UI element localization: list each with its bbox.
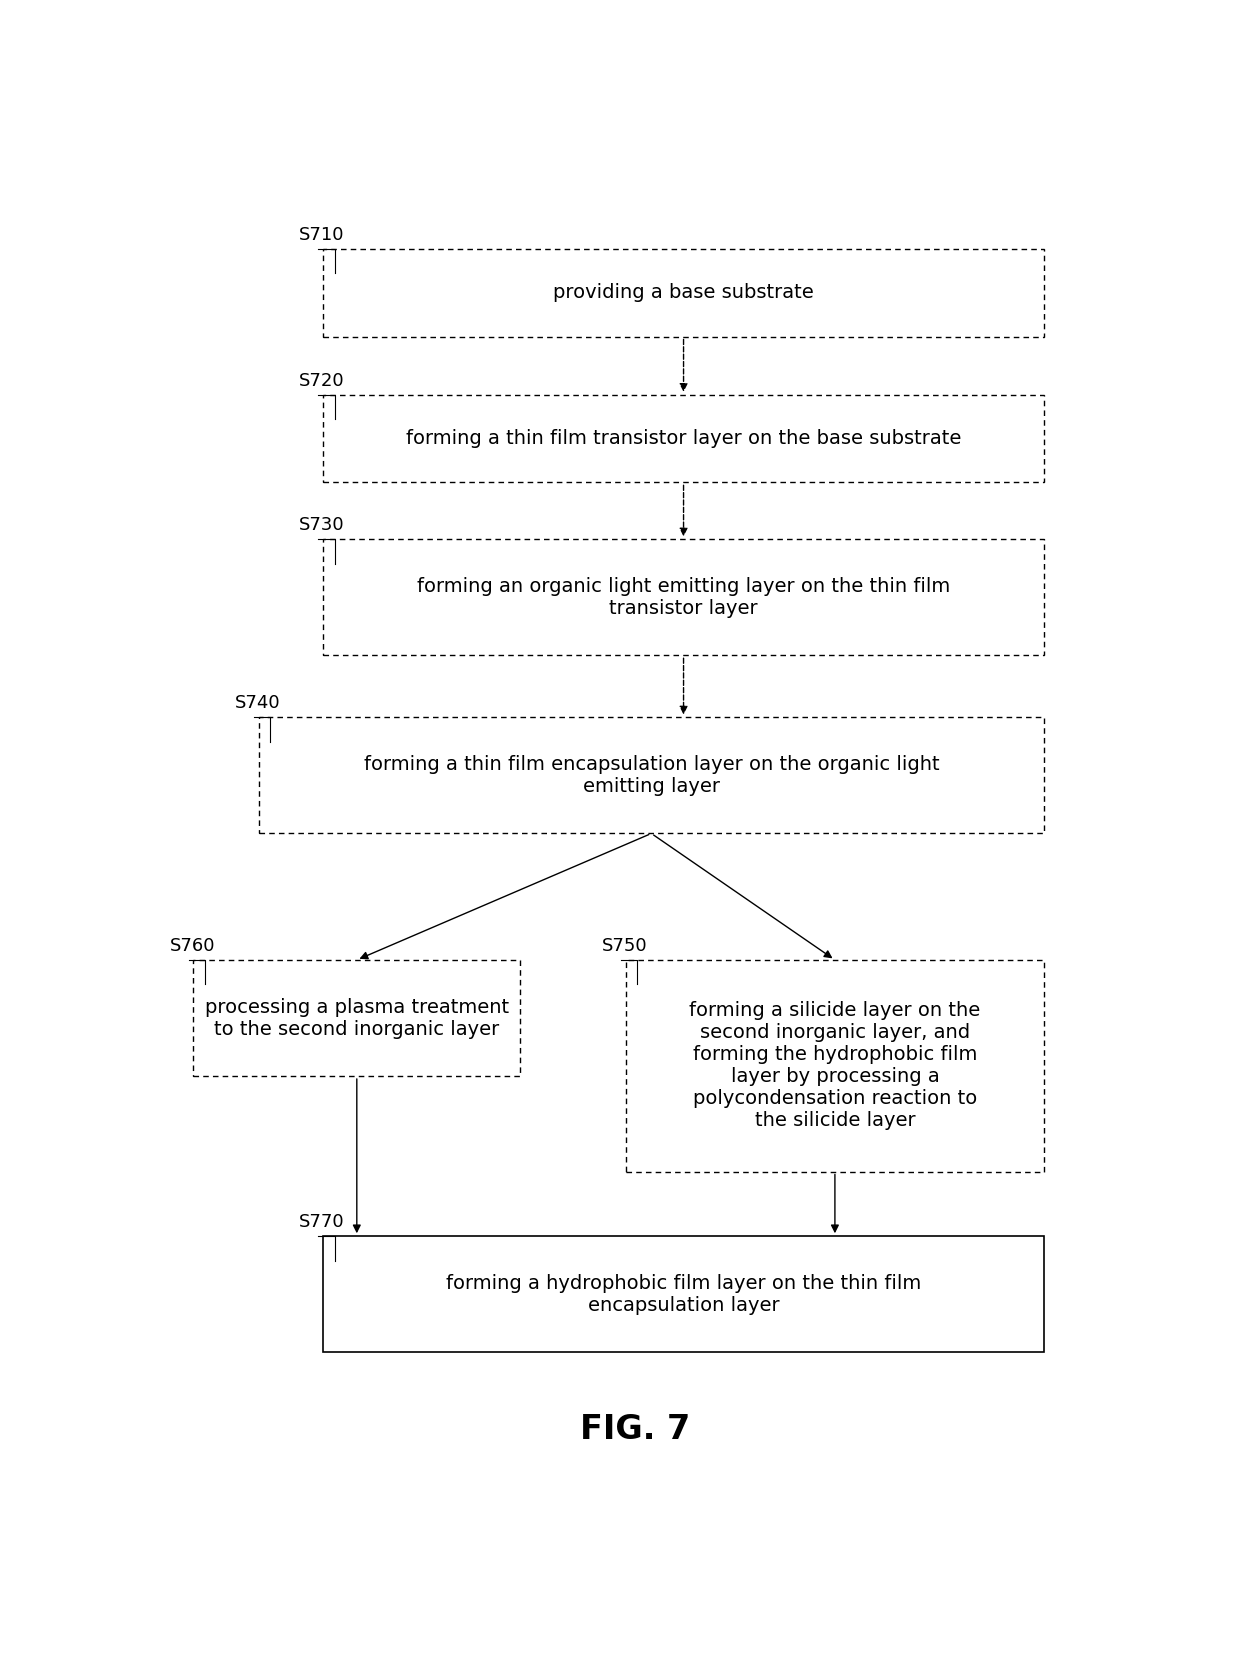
Bar	[324, 1237, 1044, 1353]
Text: S760: S760	[170, 937, 215, 955]
Text: S720: S720	[299, 372, 345, 389]
Bar	[324, 540, 1044, 655]
Text: S750: S750	[601, 937, 647, 955]
Text: processing a plasma treatment
to the second inorganic layer: processing a plasma treatment to the sec…	[205, 997, 508, 1039]
Bar	[259, 717, 1044, 833]
Bar	[324, 396, 1044, 483]
Text: forming an organic light emitting layer on the thin film
transistor layer: forming an organic light emitting layer …	[417, 577, 950, 618]
Bar	[324, 248, 1044, 337]
Text: forming a silicide layer on the
second inorganic layer, and
forming the hydropho: forming a silicide layer on the second i…	[689, 1001, 981, 1130]
Text: FIG. 7: FIG. 7	[580, 1413, 691, 1446]
Text: providing a base substrate: providing a base substrate	[553, 283, 813, 302]
Text: forming a thin film encapsulation layer on the organic light
emitting layer: forming a thin film encapsulation layer …	[363, 754, 939, 796]
Text: forming a hydrophobic film layer on the thin film
encapsulation layer: forming a hydrophobic film layer on the …	[446, 1274, 921, 1314]
Text: S710: S710	[299, 226, 345, 243]
Text: forming a thin film transistor layer on the base substrate: forming a thin film transistor layer on …	[405, 429, 961, 447]
Bar	[193, 960, 521, 1076]
Bar	[626, 960, 1044, 1172]
Text: S740: S740	[234, 694, 280, 712]
Text: S770: S770	[299, 1213, 345, 1230]
Text: S730: S730	[299, 516, 345, 535]
